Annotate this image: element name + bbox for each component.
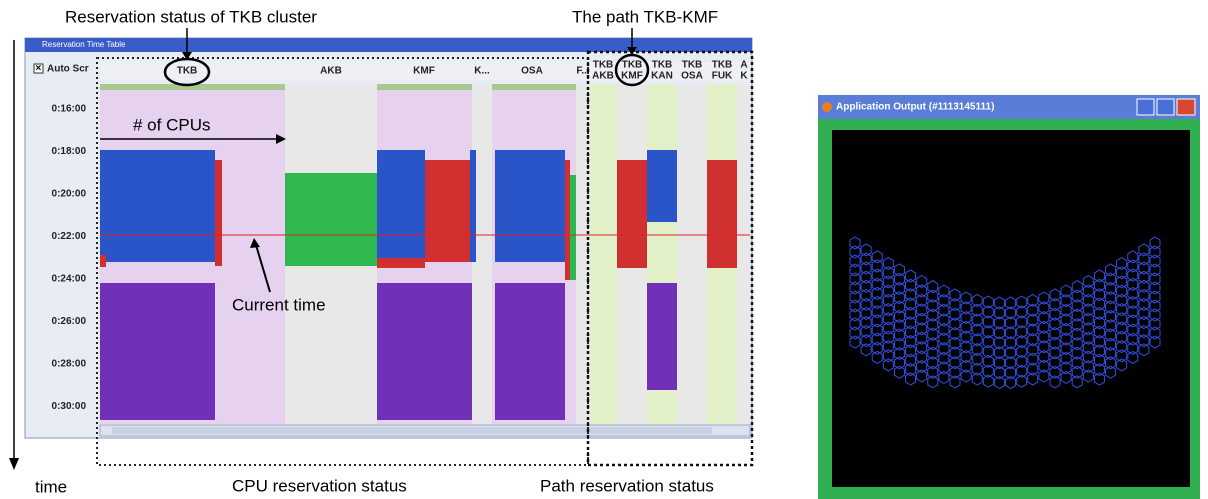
reservation-block (470, 150, 476, 262)
page: {"annotations": {"cluster_status": "Rese… (0, 0, 1208, 499)
window-title: Reservation Time Table (42, 40, 126, 49)
reservation-block (570, 175, 576, 280)
reservation-block (100, 283, 215, 420)
path-header: KAN (651, 71, 673, 82)
annotation: Current time (232, 295, 326, 314)
reservation-block (495, 150, 565, 262)
auto-scroll-label[interactable]: Auto Scr (47, 64, 89, 75)
time-label: 0:16:00 (52, 104, 87, 115)
annotation: CPU reservation status (232, 476, 407, 495)
app-icon (822, 102, 832, 112)
path-header: TKB (593, 60, 614, 71)
column-top (377, 84, 472, 90)
time-label: 0:30:00 (52, 401, 87, 412)
reservation-block (377, 150, 425, 262)
reservation-block (100, 150, 215, 262)
figure: Reservation Time Table ✕ Auto Scr (0, 0, 1208, 499)
annotation: # of CPUs (133, 115, 210, 134)
time-label: 0:20:00 (52, 189, 87, 200)
annotation: time (35, 477, 67, 496)
reservation-block (647, 150, 677, 222)
column-header: TKB (177, 66, 198, 77)
column-top (492, 84, 576, 90)
column-header: OSA (521, 66, 543, 77)
time-label: 0:22:00 (52, 231, 87, 242)
path-header: AKB (592, 71, 614, 82)
reservation-block (425, 160, 472, 262)
checkmark: ✕ (35, 64, 42, 73)
path-header: TKB (712, 60, 733, 71)
title-bar (25, 38, 752, 52)
path-header: TKB (682, 60, 703, 71)
path-header: TKB (622, 60, 643, 71)
output-window: Application Output (#1113145111) (818, 95, 1200, 499)
path-header: A (740, 60, 747, 71)
column-bg (677, 84, 707, 424)
time-label: 0:28:00 (52, 359, 87, 370)
column-header: KMF (413, 66, 435, 77)
time-label: 0:18:00 (52, 146, 87, 157)
minimize-button[interactable] (1137, 99, 1154, 115)
reservation-block (707, 160, 737, 268)
annotation: The path TKB-KMF (572, 7, 718, 26)
reservation-block (495, 283, 565, 420)
reservation-block (377, 258, 425, 268)
path-header: TKB (652, 60, 673, 71)
close-button[interactable] (1177, 99, 1195, 115)
column-bg (737, 84, 750, 424)
reservation-block (617, 160, 647, 268)
path-header: FUK (712, 71, 733, 82)
path-header: KMF (621, 71, 643, 82)
arrow-head (9, 458, 19, 470)
window-title: Application Output (#1113145111) (836, 102, 994, 113)
path-header: OSA (681, 71, 703, 82)
annotation: Reservation status of TKB cluster (65, 7, 317, 26)
path-header: K (740, 71, 748, 82)
maximize-button[interactable] (1157, 99, 1174, 115)
reservation-block (565, 160, 570, 280)
column-bg (590, 84, 617, 424)
reservation-block (647, 283, 677, 390)
time-label: 0:24:00 (52, 274, 87, 285)
column-header: K... (474, 66, 490, 77)
reservation-block (100, 255, 106, 267)
reservation-block (377, 283, 472, 420)
time-label: 0:26:00 (52, 316, 87, 327)
time-table-window: Reservation Time Table ✕ Auto Scr (25, 38, 752, 438)
annotation: Path reservation status (540, 476, 714, 495)
scroll-thumb[interactable] (112, 427, 712, 434)
reservation-block (215, 160, 222, 266)
reservation-block (285, 173, 377, 266)
column-header: AKB (320, 66, 342, 77)
